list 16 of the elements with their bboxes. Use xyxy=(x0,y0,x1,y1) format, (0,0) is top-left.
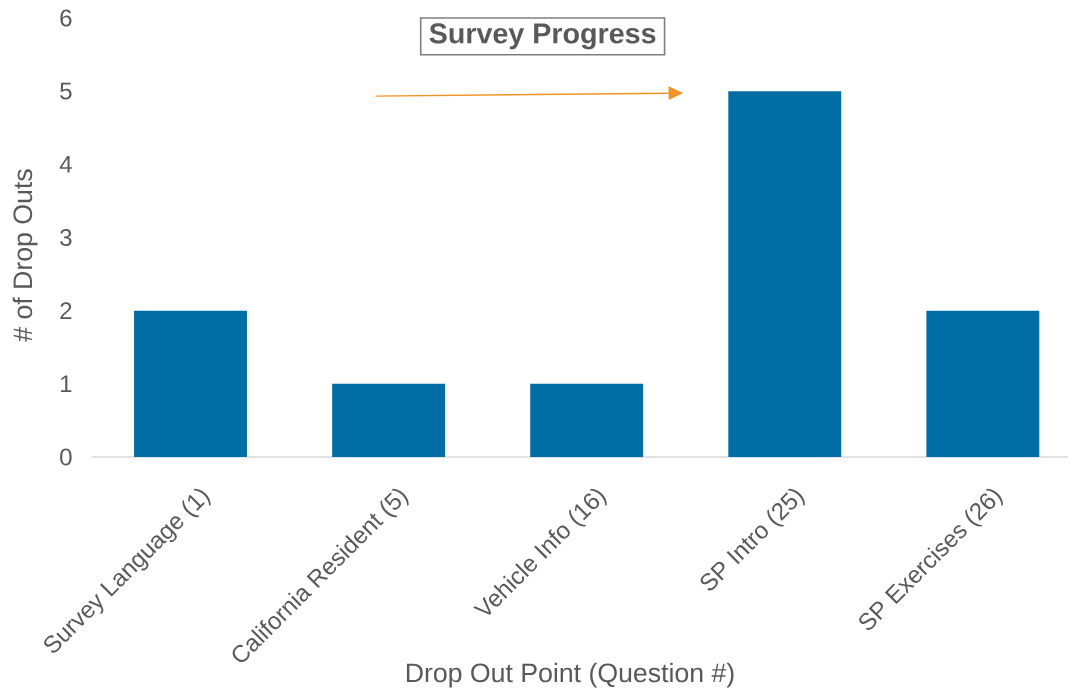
chart-title: Survey Progress xyxy=(429,23,656,50)
y-tick-label: 2 xyxy=(60,302,72,320)
y-tick-label: 5 xyxy=(60,82,72,100)
bar xyxy=(134,310,247,457)
y-tick-label: 4 xyxy=(59,156,72,173)
y-tick-label: 1 xyxy=(61,375,72,393)
y-tick-label: 0 xyxy=(60,448,72,466)
bar xyxy=(728,91,842,457)
bar xyxy=(332,383,446,457)
x-axis-title: Drop Out Point (Question #) xyxy=(406,662,734,688)
y-tick-label: 3 xyxy=(60,228,72,246)
y-axis-title: # of Drop Outs xyxy=(12,169,38,342)
x-tick-label: SP Intro (25) xyxy=(700,488,805,591)
bar xyxy=(530,383,644,457)
bar xyxy=(926,310,1040,457)
y-tick-label: 6 xyxy=(60,9,72,27)
